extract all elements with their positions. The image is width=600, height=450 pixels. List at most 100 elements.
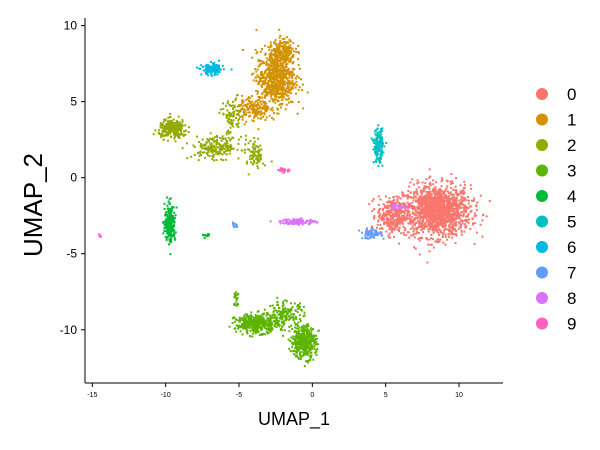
data-point (292, 61, 295, 63)
data-point (427, 194, 430, 197)
data-point (278, 76, 281, 79)
data-point (444, 208, 447, 211)
data-point (407, 190, 410, 192)
data-point (246, 108, 249, 111)
data-point (276, 301, 279, 303)
data-point (275, 96, 278, 99)
data-point (299, 358, 302, 361)
data-point (459, 214, 461, 217)
data-point (255, 105, 258, 108)
data-point (164, 124, 166, 127)
data-point (398, 222, 401, 225)
data-point (469, 210, 472, 213)
data-point (278, 50, 281, 53)
data-point (287, 312, 290, 315)
data-point (466, 207, 468, 209)
data-point (302, 334, 305, 337)
data-point (297, 325, 299, 328)
data-point (308, 338, 311, 341)
data-point (427, 208, 430, 210)
data-point (160, 136, 163, 139)
data-point (263, 308, 266, 311)
data-point (237, 303, 239, 306)
data-point (252, 159, 255, 162)
data-point (250, 161, 252, 164)
data-point (165, 133, 168, 136)
data-point (294, 86, 297, 89)
data-point (429, 182, 432, 184)
data-point (272, 93, 275, 96)
data-point (429, 243, 432, 246)
data-point (274, 39, 277, 41)
data-point (255, 315, 257, 318)
data-point (304, 350, 307, 353)
data-point (287, 45, 290, 48)
data-point (216, 73, 219, 76)
data-point (181, 147, 184, 150)
data-point (462, 215, 465, 218)
data-point (457, 204, 460, 207)
data-point (427, 228, 430, 231)
data-point (217, 70, 220, 73)
data-point (267, 45, 270, 48)
data-point (248, 158, 251, 161)
data-point (211, 149, 214, 152)
data-point (367, 230, 370, 233)
data-point (428, 228, 431, 230)
data-point (411, 225, 414, 228)
data-point (297, 327, 300, 330)
data-point (165, 239, 168, 242)
data-point (317, 343, 320, 346)
data-point (406, 193, 409, 196)
data-point (407, 217, 410, 220)
series-0-points (365, 168, 491, 264)
data-point (463, 230, 466, 233)
data-point (267, 76, 270, 79)
data-point (241, 101, 244, 104)
data-point (275, 90, 278, 93)
data-point (414, 247, 417, 250)
data-point (375, 155, 378, 158)
data-point (215, 65, 218, 68)
data-point (251, 146, 254, 148)
data-point (269, 68, 272, 71)
data-point (488, 200, 491, 202)
data-point (307, 343, 310, 346)
data-point (176, 134, 179, 137)
data-point (163, 131, 166, 133)
data-point (265, 110, 268, 113)
data-point (288, 76, 291, 79)
data-point (285, 90, 288, 93)
data-point (413, 191, 416, 194)
data-point (449, 215, 452, 217)
data-point (269, 319, 272, 322)
data-point (402, 233, 405, 236)
data-point (282, 323, 285, 326)
data-point (266, 107, 269, 110)
data-point (271, 327, 273, 329)
data-point (276, 322, 278, 325)
data-point (393, 213, 396, 216)
series-1-points (230, 28, 309, 131)
data-point (257, 322, 260, 325)
data-point (255, 52, 258, 55)
data-point (403, 215, 406, 218)
data-point (420, 210, 423, 213)
data-point (167, 200, 170, 203)
data-point (453, 199, 456, 202)
data-point (378, 130, 381, 133)
data-point (396, 211, 399, 214)
data-point (286, 55, 289, 58)
data-point (464, 226, 467, 229)
data-point (395, 223, 397, 226)
data-point (248, 99, 250, 102)
data-point (276, 53, 278, 56)
data-point (237, 126, 240, 129)
data-point (461, 201, 463, 204)
data-point (419, 191, 422, 194)
data-point (255, 162, 258, 165)
data-point (289, 89, 292, 92)
data-point (415, 190, 418, 193)
series-8-points (269, 203, 411, 226)
data-point (256, 109, 259, 112)
